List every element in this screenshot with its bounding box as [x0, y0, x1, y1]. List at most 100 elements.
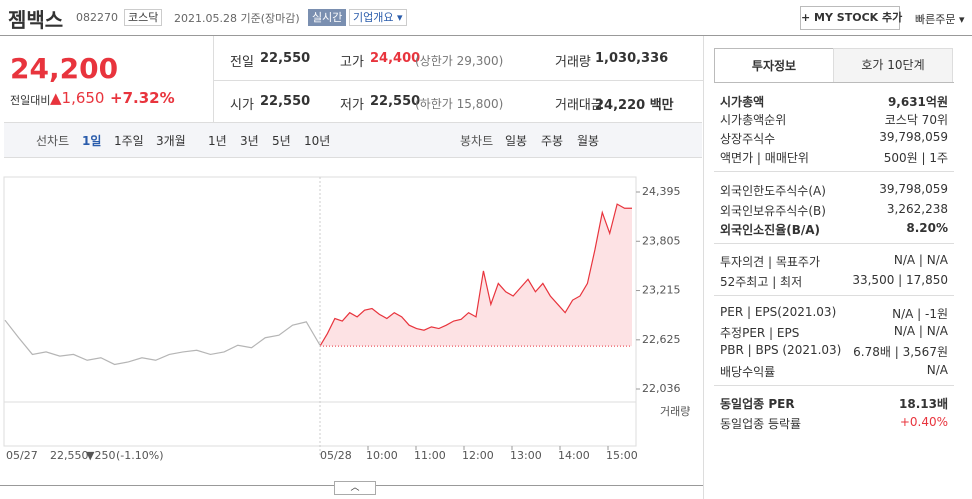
info-value: 코스닥 70위 — [884, 113, 948, 127]
period-tab[interactable]: 3개월 — [156, 134, 186, 148]
stat-note: (상한가 29,300) — [415, 54, 504, 68]
divider — [0, 35, 972, 36]
market-badge: 코스닥 — [124, 9, 163, 26]
stat-value: 24,220 백만 — [595, 98, 674, 113]
info-label: 액면가 | 매매단위 — [720, 151, 809, 165]
y-tick-label: 24,395 — [642, 185, 681, 198]
stat-value: 24,400 — [370, 51, 421, 66]
period-tab[interactable]: 1주일 — [114, 134, 144, 148]
stat-value: 22,550 — [260, 94, 311, 109]
stat-value: 22,550 — [370, 94, 421, 109]
x-label: 05/28 — [320, 449, 352, 462]
info-label: 외국인보유주식수(B) — [720, 204, 826, 218]
period-tab[interactable]: 5년 — [272, 134, 291, 148]
stat-label: 저가 — [340, 98, 364, 113]
info-value: +0.40% — [899, 415, 948, 429]
info-value: 33,500 | 17,850 — [852, 273, 948, 287]
price-line — [4, 319, 321, 366]
footer-change: ▼250 — [86, 449, 115, 462]
info-value: 39,798,059 — [879, 130, 948, 144]
divider — [714, 385, 954, 386]
period-tab[interactable]: 10년 — [304, 134, 331, 148]
quick-order-button[interactable]: 빠른주문 ▾ — [915, 13, 965, 26]
divider — [714, 295, 954, 296]
info-value: 3,262,238 — [886, 202, 948, 216]
period-tab[interactable]: 1일 — [82, 134, 102, 148]
divider — [213, 36, 214, 122]
period-tab[interactable]: 1년 — [208, 134, 227, 148]
info-value: N/A | N/A — [893, 253, 948, 267]
info-value: 6.78배 | 3,567원 — [853, 345, 948, 359]
info-value: 9,631억원 — [887, 95, 948, 109]
base-date: 2021.05.28 기준(장마감) — [174, 12, 300, 25]
info-label: 외국인한도주식수(A) — [720, 184, 826, 198]
info-label: PER | EPS(2021.03) — [720, 305, 837, 319]
divider — [714, 82, 954, 83]
period-tab[interactable]: 일봉 — [505, 134, 528, 148]
stat-value: 1,030,336 — [595, 51, 669, 66]
info-label: 외국인소진율(B/A) — [720, 223, 821, 237]
y-tick-label: 22,625 — [642, 333, 681, 346]
overview-text: 기업개요 — [353, 11, 394, 24]
x-label: 13:00 — [510, 449, 542, 462]
info-value: N/A | -1원 — [892, 307, 948, 321]
period-bar — [4, 122, 702, 158]
info-value: N/A — [926, 363, 948, 377]
price: 24,200 — [10, 52, 119, 85]
change-rate: +7.32% — [110, 89, 175, 107]
period-tab[interactable]: 주봉 — [541, 134, 564, 148]
realtime-button[interactable]: 실시간 — [308, 9, 347, 26]
period-label: 봉차트 — [460, 134, 494, 148]
stat-label: 거래량 — [555, 55, 591, 70]
info-label: 동일업종 등락률 — [720, 417, 802, 431]
info-value: 500원 | 1주 — [883, 151, 948, 165]
y-tick-label: 23,805 — [642, 234, 681, 247]
info-label: 시가총액 — [720, 95, 765, 109]
footer-close: 22,550 — [50, 449, 89, 462]
stat-label: 전일 — [230, 55, 254, 70]
price-line — [319, 203, 632, 347]
stat-label: 고가 — [340, 55, 364, 70]
stat-note: (하한가 15,800) — [415, 97, 504, 111]
x-label: 15:00 — [606, 449, 638, 462]
volume-frame — [3, 401, 637, 447]
info-value: 18.13배 — [899, 397, 948, 411]
info-value: 39,798,059 — [879, 182, 948, 196]
stock-code: 082270 — [76, 11, 118, 24]
change-label: 전일대비 — [10, 94, 51, 107]
stock-name: 젬백스 — [8, 8, 64, 32]
stat-label: 시가 — [230, 98, 254, 113]
info-label: 상장주식수 — [720, 132, 776, 146]
my-stock-button[interactable]: + MY STOCK 추가 — [800, 6, 902, 30]
info-label: 배당수익률 — [720, 365, 776, 379]
y-tick-label: 22,036 — [642, 382, 681, 395]
info-label: 52주최고 | 최저 — [720, 275, 803, 289]
price-chart: 24,395 23,805 23,215 22,625 22,036 거래량 05/28 10… — [3, 176, 690, 462]
info-label: PBR | BPS (2021.03) — [720, 343, 842, 357]
x-label: 12:00 — [462, 449, 494, 462]
x-label: 14:00 — [558, 449, 590, 462]
info-value: N/A | N/A — [893, 324, 948, 338]
info-label: 시가총액순위 — [720, 113, 787, 127]
overview-button[interactable]: 기업개요 ▾ — [349, 9, 407, 26]
divider — [714, 243, 954, 244]
quick-order-text: 빠른주문 — [915, 13, 956, 26]
info-value: 8.20% — [906, 221, 948, 235]
x-label: 10:00 — [366, 449, 398, 462]
info-label: 투자의견 | 목표주가 — [720, 255, 820, 269]
stat-value: 22,550 — [260, 51, 311, 66]
tab-active[interactable]: 투자정보 — [714, 48, 834, 83]
change: ▲1,650 — [50, 89, 105, 107]
stat-label: 거래대금 — [555, 98, 603, 113]
info-label: 동일업종 PER — [720, 397, 795, 411]
info-label: 추정PER | EPS — [720, 326, 800, 340]
tab[interactable]: 호가 10단계 — [833, 48, 953, 83]
footer-date: 05/27 — [6, 449, 38, 462]
collapse-button[interactable]: ︿ — [334, 481, 376, 495]
period-tab[interactable]: 3년 — [240, 134, 259, 148]
period-tab[interactable]: 월봉 — [577, 134, 600, 148]
divider — [213, 80, 703, 81]
x-label: 11:00 — [414, 449, 446, 462]
period-label: 선차트 — [36, 134, 70, 148]
